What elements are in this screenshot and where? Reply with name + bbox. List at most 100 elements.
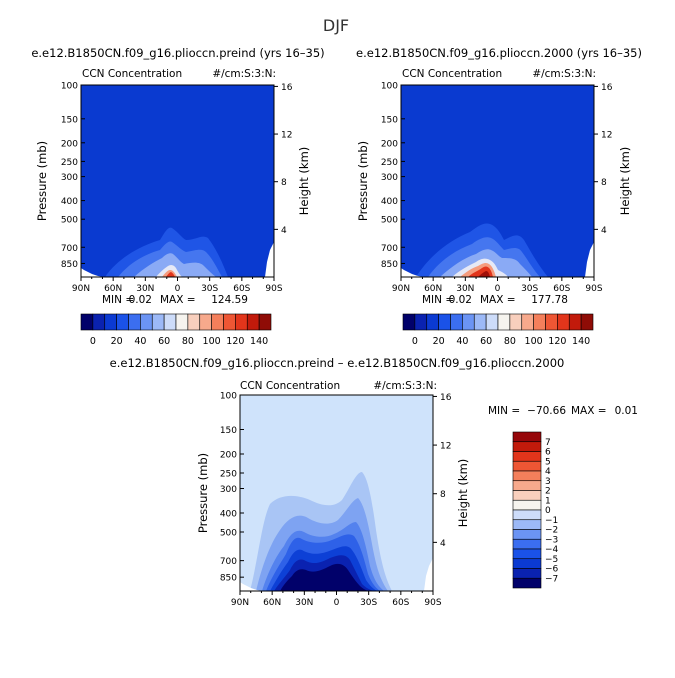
colorbar-label: −3 [545,535,558,545]
colorbar-abs-left: 0 20 40 60 80 100 120 140 [80,313,272,347]
colorbar-label: 0 [90,336,96,347]
y-ticks-left: 100 150 200 250 300 400 500 700 850 [220,392,244,584]
x-ticks: 90N 60N 30N 0 30S 60S 90S [231,591,442,608]
colorbar-swatch [462,313,475,331]
y-tick-label: 100 [381,82,398,92]
colorbar-swatch [512,509,542,521]
x-tick-label: 90S [424,598,441,608]
colorbar-swatch [557,313,570,331]
colorbar-swatch [512,519,542,530]
y-tick-label: 850 [220,574,237,584]
x-tick-label: 60N [263,598,281,608]
panel-difference: e.e12.B1850CN.f09_g16.plioccn.preind – e… [110,356,638,608]
colorbar-label: 20 [111,336,123,347]
y-tick-label: 850 [381,260,398,270]
y-axis-label-right: Height (km) [618,147,632,216]
colorbar-swatch [512,431,542,443]
colorbar-swatch [512,441,542,452]
contour-field [240,395,433,591]
colorbar-swatch [512,499,542,511]
colorbar-label: −6 [545,565,559,575]
y-tick-label: 200 [61,139,78,149]
y-tick-label-right: 12 [440,442,451,452]
y-tick-label: 200 [220,451,237,461]
field-label: CCN Concentration [82,68,182,80]
panel-title: e.e12.B1850CN.f09_g16.plioccn.preind (yr… [31,46,324,60]
y-tick-label: 400 [61,197,78,207]
x-tick-label: 60S [392,598,409,608]
y-tick-label: 300 [220,485,237,495]
colorbar-swatch [92,313,106,331]
contour-field [401,85,594,277]
y-tick-label: 100 [220,392,237,402]
units-label: #/cm:S:3:N: [212,68,276,80]
units-label: #/cm:S:3:N: [373,380,437,392]
max-label: MAX = [160,294,196,306]
colorbar-label: 120 [226,336,244,347]
y-tick-label-right: 12 [281,131,292,141]
colorbar-swatch [512,577,542,589]
colorbar-label: 100 [203,336,221,347]
contour-field [81,85,274,277]
colorbar-swatch [116,313,129,331]
min-value: 0.02 [129,294,152,306]
colorbar-swatch [414,313,428,331]
y-ticks-right: 4 8 12 16 [594,83,613,236]
colorbar-swatch [509,313,523,331]
x-tick-label: 60S [553,284,570,294]
season-title: DJF [323,16,349,35]
colorbar-label: 20 [433,336,445,347]
min-label: MIN = [488,405,520,417]
colorbar-swatch [235,313,248,331]
colorbar-label: 5 [545,457,551,467]
x-tick-label: 60N [104,284,122,294]
colorbar-label: 4 [545,467,551,477]
colorbar-swatch [246,313,260,331]
x-tick-label: 60S [233,284,250,294]
y-tick-label: 700 [61,244,78,254]
colorbar-swatch [533,313,546,331]
colorbar-label: 140 [250,336,268,347]
colorbar-swatch [426,313,439,331]
colorbar-label: 1 [545,496,551,506]
y-tick-label: 150 [220,426,237,436]
x-tick-label: 90N [231,598,249,608]
colorbar-swatch [497,313,511,331]
x-tick-label: 0 [334,598,340,608]
y-tick-label-right: 16 [281,83,293,93]
colorbar-label: 7 [545,438,551,448]
y-tick-label: 400 [220,510,237,520]
colorbar-swatch [140,313,153,331]
contour-band [166,272,175,277]
colorbar-swatch [175,313,189,331]
colorbar-swatch [568,313,582,331]
colorbar-label: 40 [456,336,468,347]
y-ticks-left: 100 150 200 250 300 400 500 700 850 [61,82,85,270]
y-ticks-right: 4 8 12 16 [433,393,452,549]
colorbar-label: −4 [545,545,559,555]
colorbar-swatch [473,313,487,331]
colorbar-label: 3 [545,477,551,487]
colorbar-swatch [104,313,117,331]
max-value: 124.59 [211,294,248,306]
colorbar-swatch [512,470,542,482]
x-tick-label: 30S [201,284,218,294]
colorbar-swatch [187,313,201,331]
min-value: 0.02 [449,294,472,306]
colorbar-swatch [151,313,165,331]
y-tick-label: 250 [220,469,237,479]
colorbar-swatch [450,313,463,331]
x-tick-label: 30S [360,598,377,608]
colorbar-label: 40 [134,336,146,347]
colorbar-label: −5 [545,555,558,565]
y-tick-label: 300 [381,173,398,183]
colorbar-swatch [512,490,542,501]
x-tick-label: 90N [392,284,410,294]
y-tick-label: 250 [381,158,398,168]
y-tick-label: 500 [61,216,78,226]
y-tick-label-right: 16 [601,83,613,93]
y-tick-label-right: 8 [281,178,287,188]
colorbar-label: 6 [545,448,551,458]
min-label: MIN = [422,294,454,306]
